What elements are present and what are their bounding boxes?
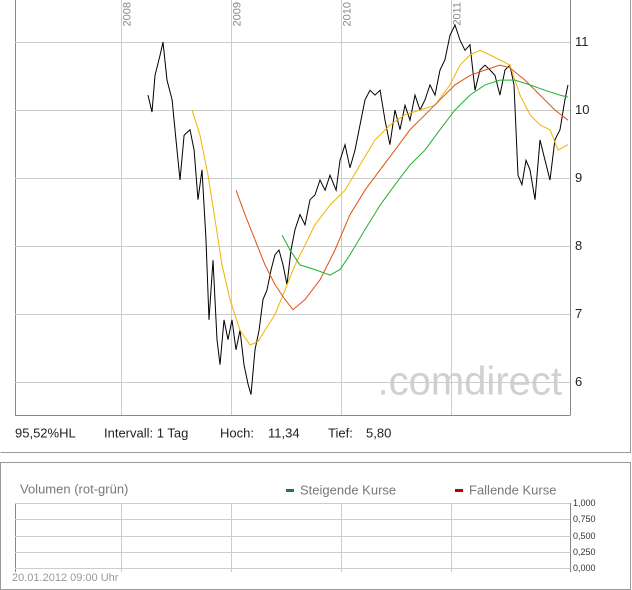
- info: Intervall: 1 Tag: [104, 425, 188, 440]
- y-tick-label: 0,500: [573, 531, 596, 541]
- price-line: [235, 64, 569, 311]
- price-line: [147, 23, 569, 395]
- y-tick-label: 0,750: [573, 514, 596, 524]
- top-panel-border: [0, 0, 631, 453]
- info: 5,80: [366, 425, 391, 440]
- legend-label: Steigende Kurse: [300, 482, 396, 497]
- info: 11,34: [268, 425, 300, 440]
- y-tick-label: 8: [575, 238, 582, 253]
- y-tick-label: 10: [575, 102, 589, 117]
- y-tick-label: 11: [575, 34, 589, 49]
- y-tick-label: 1,000: [573, 498, 596, 508]
- legend-label: Fallende Kurse: [469, 482, 556, 497]
- x-tick-label: 2011: [451, 2, 463, 26]
- legend-swatch: [286, 489, 294, 492]
- y-tick-label: 9: [575, 170, 582, 185]
- x-tick-label: 2008: [121, 2, 133, 26]
- price-line: [191, 49, 569, 346]
- x-tick-label: 2009: [231, 2, 243, 26]
- y-tick-label: 7: [575, 306, 582, 321]
- volume-title: Volumen (rot-grün): [20, 481, 128, 496]
- y-tick-label: 0,250: [573, 547, 596, 557]
- info: Hoch:: [220, 425, 254, 440]
- legend-swatch: [455, 489, 463, 492]
- y-tick-label: 6: [575, 374, 582, 389]
- info: 95,52%HL: [15, 425, 76, 440]
- y-tick-label: 0,000: [573, 563, 596, 573]
- watermark: .comdirect: [378, 360, 563, 404]
- footer: 20.01.2012 09:00 Uhr: [12, 572, 119, 584]
- price-line: [281, 79, 569, 276]
- info: Tief:: [328, 425, 353, 440]
- x-tick-label: 2010: [341, 2, 353, 26]
